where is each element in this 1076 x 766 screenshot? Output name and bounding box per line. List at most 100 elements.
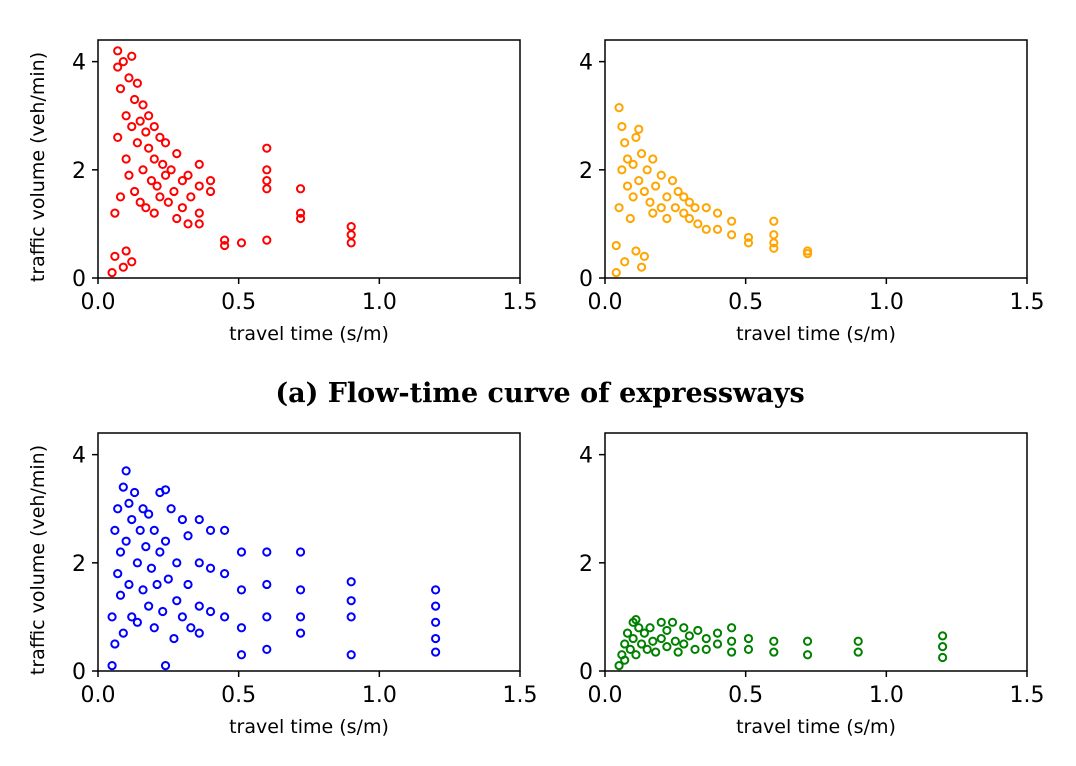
panel-1-point-50: [194, 159, 204, 170]
panel-2-point-23: [648, 154, 658, 164]
panel-1-point-32: [149, 121, 159, 132]
panel-1-point-18: [129, 94, 140, 105]
panel-2-point-52: [802, 249, 813, 259]
panel-3-point-5: [113, 504, 123, 514]
panel-1-point-11: [121, 154, 131, 164]
panel-1-point-47: [183, 170, 193, 180]
panel-2-point-6: [620, 138, 630, 148]
panel-2-point-16: [634, 176, 644, 186]
panel-3-point-62: [262, 644, 272, 654]
panel-3-point-65: [295, 612, 306, 622]
panel-3-point-22: [141, 541, 151, 552]
panel-2-point-15: [634, 124, 644, 134]
panel-4-point-14: [645, 623, 655, 633]
panel-4-xlabel: travel time (s/m): [736, 716, 896, 738]
panel-1-point-24: [138, 100, 148, 110]
panel-2-xtick-label-2: 1.0: [869, 290, 904, 315]
panel-2-point-49: [769, 238, 779, 248]
panel-3-point-21: [138, 504, 148, 514]
panel-3-xtick-label-2: 1.0: [362, 683, 397, 708]
panel-1-point-64: [295, 184, 306, 194]
panel-2-point-8: [622, 181, 633, 191]
panel-3-point-18: [132, 617, 142, 627]
panel-2-xtick-label-0: 0.0: [588, 290, 623, 315]
panel-3-point-31: [158, 606, 168, 617]
panel-3-point-68: [346, 596, 356, 606]
panel-3-point-2: [110, 525, 120, 535]
panel-4-point-18: [656, 633, 666, 644]
panel-1-point-43: [172, 148, 182, 159]
panel-1-ytick-label-2: 4: [72, 51, 86, 76]
panel-4-point-22: [670, 636, 680, 646]
panel-4-point-44: [938, 631, 948, 641]
panel-2-point-26: [656, 170, 666, 180]
panel-3-ytick-label-1: 2: [72, 552, 86, 577]
panel-3-point-15: [127, 612, 137, 622]
panel-3-point-64: [295, 585, 306, 595]
panel-4-point-3: [620, 655, 630, 665]
panel-1-point-5: [113, 46, 123, 56]
panel-3-point-9: [118, 628, 128, 638]
panel-1-point-30: [146, 176, 157, 186]
panel-3-point-54: [220, 612, 230, 622]
panel-3-point-45: [194, 514, 204, 525]
panel-1-ytick-label-0: 0: [72, 267, 86, 292]
panel-4-xtick-label-3: 1.5: [1010, 683, 1045, 708]
panel-4-point-21: [667, 617, 678, 627]
panel-3-point-33: [160, 660, 171, 671]
panel-3-point-66: [295, 628, 306, 638]
panel-4-point-31: [712, 628, 723, 638]
panel-3-point-75: [431, 647, 441, 657]
panel-3-point-42: [183, 531, 193, 541]
panel-2-point-29: [662, 213, 672, 224]
panel-4-point-11: [636, 639, 647, 649]
panel-1-xtick-label-1: 0.5: [221, 290, 256, 315]
panel-3-xlabel: travel time (s/m): [229, 716, 389, 738]
panel-3-point-35: [163, 574, 173, 584]
panel-3-point-74: [431, 633, 441, 644]
panel-4-point-7: [628, 633, 638, 644]
panel-2-point-19: [639, 186, 649, 197]
panel-1-point-48: [183, 219, 193, 229]
panel-3-point-26: [149, 525, 159, 535]
panel-4-point-2: [620, 639, 630, 649]
panel-1-point-14: [124, 170, 134, 180]
panel-3-point-55: [236, 547, 247, 557]
panel-2-point-25: [651, 181, 661, 191]
panel-2-point-41: [712, 208, 723, 218]
panel-2-point-44: [727, 230, 737, 240]
panel-3-point-6: [115, 547, 126, 557]
panel-1-point-20: [132, 138, 142, 148]
panel-1-point-69: [346, 238, 356, 248]
panel-2-xtick-label-1: 0.5: [728, 290, 763, 315]
panel-1-point-4: [113, 62, 123, 72]
panel-2-point-24: [648, 208, 658, 218]
panel-4-xtick-label-0: 0.0: [588, 683, 623, 708]
panel-1-point-41: [166, 165, 176, 175]
panel-4-point-19: [662, 625, 672, 636]
panel-4-point-29: [701, 633, 711, 644]
panel-2-point-36: [684, 213, 695, 224]
panel-3-point-47: [194, 601, 204, 611]
panel-1-point-67: [346, 222, 356, 232]
panel-3-point-13: [124, 498, 134, 508]
panel-3-point-23: [144, 601, 154, 611]
panel-2-point-28: [662, 192, 672, 202]
panel-3-point-7: [115, 590, 126, 600]
panel-3-point-40: [177, 514, 187, 525]
panel-3-point-52: [220, 525, 230, 535]
panel-1-point-21: [132, 78, 142, 88]
panel-3-point-60: [262, 579, 272, 590]
panel-3-point-38: [172, 558, 182, 568]
panel-4-point-43: [853, 647, 863, 657]
panel-1-ytick-label-1: 2: [72, 159, 86, 184]
panel-4-point-24: [679, 623, 689, 633]
panel-1-point-63: [262, 235, 272, 245]
panel-2-point-50: [769, 243, 779, 253]
panel-3-point-27: [149, 623, 159, 633]
panel-1-xlabel: travel time (s/m): [229, 323, 389, 345]
panel-2-point-22: [645, 197, 655, 207]
panel-1-point-25: [138, 165, 148, 175]
panel-1-point-2: [110, 208, 120, 218]
